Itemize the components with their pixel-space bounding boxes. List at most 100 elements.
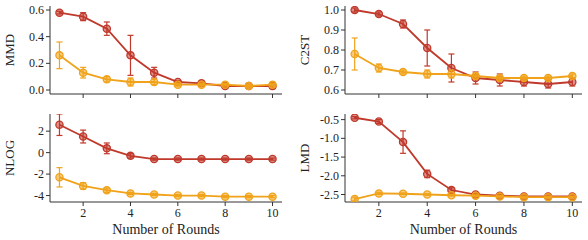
series-line — [59, 13, 272, 86]
marker — [520, 194, 527, 201]
error-bar — [104, 22, 110, 35]
series-line — [355, 118, 573, 197]
marker — [351, 114, 358, 121]
marker — [351, 6, 358, 13]
y-axis-line — [345, 114, 346, 202]
marker — [569, 72, 576, 79]
marker — [472, 192, 479, 199]
x-axis-label: Number of Rounds — [112, 222, 219, 237]
marker — [245, 155, 252, 162]
x-tick — [225, 94, 226, 98]
marker — [127, 190, 134, 197]
x-tick-label: 10 — [267, 206, 279, 220]
marker — [80, 13, 87, 20]
y-tick-label: -0.5 — [320, 113, 339, 127]
y-tick — [46, 10, 50, 11]
x-axis-line — [50, 94, 282, 95]
marker — [222, 155, 229, 162]
y-tick-label: -2.5 — [320, 188, 339, 202]
y-tick — [46, 90, 50, 91]
y-tick-label: 0 — [38, 146, 44, 160]
x-tick — [272, 94, 273, 98]
y-tick-label: 0.2 — [29, 56, 44, 70]
marker — [545, 194, 552, 201]
y-axis-label: C2ST — [297, 35, 312, 65]
marker — [269, 155, 276, 162]
error-bar — [127, 78, 133, 86]
marker — [448, 70, 455, 77]
error-bar — [497, 74, 503, 86]
marker — [496, 193, 503, 200]
marker — [569, 194, 576, 201]
y-tick — [341, 30, 345, 31]
plot-area — [56, 9, 276, 90]
marker — [545, 74, 552, 81]
y-axis-label: MMD — [2, 34, 17, 67]
marker — [198, 81, 205, 88]
marker — [520, 193, 527, 200]
y-axis-label: NLOG — [2, 140, 17, 176]
marker — [56, 52, 63, 59]
series-line — [355, 193, 573, 199]
error-bar — [56, 42, 62, 69]
marker — [222, 193, 229, 200]
marker — [151, 78, 158, 85]
marker — [56, 121, 63, 128]
marker — [351, 50, 358, 57]
y-tick-label: 0.7 — [324, 63, 339, 77]
error-bar — [104, 77, 110, 82]
series-line — [355, 54, 573, 78]
marker — [424, 70, 431, 77]
y-axis-line — [50, 6, 51, 94]
panel: -2.5-2.0-1.5-1.0-0.5246810LMDNumber of R… — [297, 113, 582, 237]
y-tick — [341, 138, 345, 139]
x-tick-label: 6 — [473, 206, 479, 220]
x-tick — [83, 94, 84, 98]
marker — [520, 74, 527, 81]
error-bar — [424, 30, 430, 66]
x-tick — [177, 94, 178, 98]
x-tick — [378, 94, 379, 98]
error-bar — [448, 70, 454, 78]
error-bar — [151, 79, 157, 84]
x-axis-line — [345, 94, 582, 95]
marker — [245, 82, 252, 89]
error-bar — [376, 64, 382, 72]
marker — [103, 76, 110, 83]
x-tick-label: 4 — [127, 206, 133, 220]
plot-area — [56, 114, 276, 200]
marker — [424, 170, 431, 177]
x-axis-line — [345, 202, 582, 203]
error-bar — [352, 38, 358, 70]
error-bar — [424, 70, 430, 78]
x-axis-line — [50, 202, 282, 203]
error-bar — [151, 67, 157, 78]
series-line — [59, 125, 272, 159]
marker — [198, 155, 205, 162]
error-bar — [400, 20, 406, 28]
plot-area — [351, 114, 576, 202]
error-bar — [473, 72, 479, 84]
error-bar — [80, 183, 86, 189]
y-tick — [341, 10, 345, 11]
x-tick-label: 2 — [376, 206, 382, 220]
marker — [496, 192, 503, 199]
marker — [375, 10, 382, 17]
y-tick — [46, 131, 50, 132]
y-tick-label: 1.0 — [324, 3, 339, 17]
x-tick-label: 8 — [521, 206, 527, 220]
y-tick — [341, 157, 345, 158]
error-bar — [104, 143, 110, 154]
error-bar — [56, 168, 62, 187]
marker — [375, 190, 382, 197]
marker — [472, 72, 479, 79]
panel: 0.60.70.80.91.0C2ST — [297, 3, 582, 98]
marker — [80, 182, 87, 189]
marker — [375, 118, 382, 125]
y-tick-label: 0.6 — [29, 3, 44, 17]
y-tick — [341, 70, 345, 71]
y-tick-label: -2 — [34, 167, 44, 181]
x-tick-label: 2 — [80, 206, 86, 220]
error-bar — [80, 130, 86, 143]
y-tick — [46, 195, 50, 196]
